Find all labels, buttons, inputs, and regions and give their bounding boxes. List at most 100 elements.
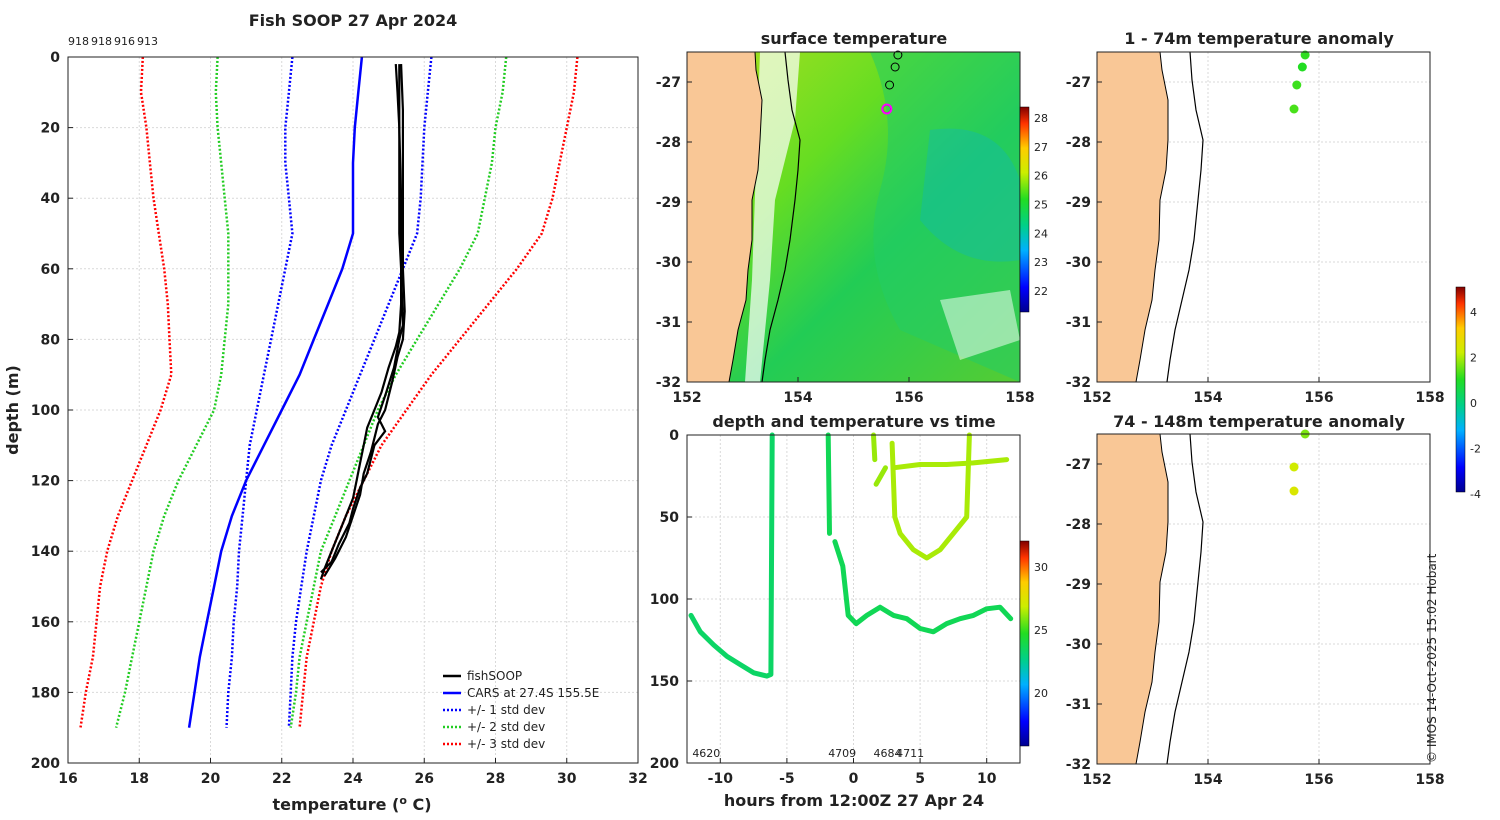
profile-xtick-label: 20 (201, 771, 221, 787)
depth-time-colorbar-label: 20 (1034, 687, 1048, 700)
depth-time-xtick-label: 0 (849, 771, 859, 787)
anomaly-74-148-axes-box (1096, 433, 1431, 765)
profile-ytick-label: 0 (50, 50, 60, 66)
a1-ytick-label: -27 (1066, 75, 1091, 91)
depth-time-track (873, 465, 888, 487)
top-label-2: 918 (91, 35, 112, 48)
a2-ytick-label: -27 (1066, 457, 1091, 473)
anomaly-74-148-isobath (1166, 434, 1204, 764)
sst-cast-marker (885, 80, 895, 90)
sst-colorbar-label: 24 (1034, 227, 1048, 240)
a1-xtick-label: 158 (1415, 390, 1444, 406)
sst-cool-core (920, 128, 1020, 262)
anomaly-colorbar-label: 0 (1470, 397, 1477, 410)
sst-colorbar-label: 26 (1034, 170, 1048, 183)
profile-title: Fish SOOP 27 Apr 2024 (249, 11, 458, 30)
profile-xlabel: temperature (o C) (272, 794, 431, 814)
profile-series--1-std (225, 56, 294, 728)
profile-ytick-label: 200 (31, 756, 60, 772)
sst-ytick-label: -32 (656, 375, 681, 391)
depth-time-xtick-label: 5 (915, 771, 925, 787)
sst-xtick-label: 152 (672, 390, 701, 406)
legend-label-std3: +/- 3 std dev (467, 737, 545, 751)
profile-series--2-std (289, 56, 508, 728)
profile-xtick-label: 16 (58, 771, 77, 787)
anomaly-74-148-panel: 74 - 148m temperature anomaly 152 154 156 1… (1066, 286, 1481, 788)
sst-colorbar-label: 25 (1034, 199, 1048, 212)
profile-ytick-label: 20 (41, 121, 61, 137)
depth-time-ytick-label: 150 (650, 674, 679, 690)
a2-xtick-label: 152 (1082, 772, 1111, 788)
a1-ytick-label: -29 (1066, 195, 1091, 211)
anomaly-colorbar-label: -2 (1470, 443, 1481, 456)
depth-time-title: depth and temperature vs time (712, 412, 995, 431)
anomaly-1-74-land (1097, 52, 1169, 382)
sst-ytick-label: -27 (656, 75, 681, 91)
top-label-3: 916 (114, 35, 135, 48)
sst-colorbar-label: 28 (1034, 112, 1048, 125)
depth-time-track (891, 457, 1010, 471)
depth-time-panel: depth and temperature vs time -10 -5 0 5 10 … (650, 412, 1048, 810)
a1-anomaly-point (1292, 80, 1302, 90)
anomaly-1-74-axes-box (1096, 51, 1431, 383)
sst-xtick-label: 156 (894, 390, 923, 406)
profile-series--3-std (79, 56, 173, 728)
sst-colorbar-label: 27 (1034, 141, 1048, 154)
anomaly-1-74-isobath (1166, 52, 1204, 382)
legend-label-fishsoop: fishSOOP (467, 669, 522, 683)
depth-time-track (825, 432, 832, 536)
sst-ytick-label: -28 (656, 135, 681, 151)
depth-time-colorbar (1019, 540, 1030, 747)
anomaly-colorbar-label: 4 (1470, 306, 1477, 319)
depth-time-xtick-label: -10 (708, 771, 734, 787)
sst-xtick-label: 154 (783, 390, 812, 406)
sst-colorbar (1019, 106, 1030, 313)
sst-colorbar-label: 22 (1034, 285, 1048, 298)
a1-xtick-label: 154 (1193, 390, 1222, 406)
sst-cloud-mask-2 (940, 290, 1020, 360)
sst-title: surface temperature (761, 29, 948, 48)
depth-time-track (832, 539, 1014, 635)
a2-ytick-label: -28 (1066, 517, 1091, 533)
depth-time-track (871, 432, 878, 463)
anomaly-1-74-title: 1 - 74m temperature anomaly (1124, 29, 1394, 48)
legend-label-std2: +/- 2 std dev (467, 720, 545, 734)
legend-label-cars: CARS at 27.4S 155.5E (467, 686, 599, 700)
sst-colorbar-label: 23 (1034, 256, 1048, 269)
profile-series-fishsoop-cast-2 (323, 64, 406, 577)
profile-series-fishsoop (319, 64, 403, 580)
profile-series--2-std (114, 56, 230, 729)
a2-ytick-label: -32 (1066, 757, 1091, 773)
top-labels: 918 918 916 913 (68, 35, 158, 48)
depth-time-cast-label: 4620 (692, 747, 720, 760)
top-label-4: 913 (137, 35, 158, 48)
a2-xtick-label: 156 (1304, 772, 1333, 788)
profile-ytick-label: 40 (41, 191, 61, 207)
profile-series--3-std (298, 56, 579, 728)
depth-time-track (688, 432, 775, 679)
depth-time-xlabel: hours from 12:00Z 27 Apr 24 (724, 791, 984, 810)
a2-ytick-label: -29 (1066, 577, 1091, 593)
profile-ytick-label: 180 (31, 685, 60, 701)
profile-series-fishsoop-cast-3 (320, 64, 405, 574)
a2-anomaly-point (1289, 486, 1299, 496)
a1-ytick-label: -30 (1066, 255, 1092, 271)
depth-time-xtick-label: 10 (977, 771, 997, 787)
profile-series-cars-at-27-4s-155-5e (187, 56, 364, 728)
sst-ytick-label: -29 (656, 195, 681, 211)
depth-time-xtick-label: -5 (779, 771, 795, 787)
anomaly-1-74-panel: 1 - 74m temperature anomaly 152 154 156 158… (1066, 29, 1445, 406)
a1-ytick-label: -31 (1066, 315, 1091, 331)
profile-ytick-label: 100 (31, 403, 60, 419)
depth-time-ytick-label: 100 (650, 592, 679, 608)
a1-ytick-label: -28 (1066, 135, 1091, 151)
depth-time-ytick-label: 0 (669, 428, 679, 444)
sst-land (687, 52, 763, 382)
anomaly-colorbar (1455, 286, 1466, 493)
a1-anomaly-point (1289, 104, 1299, 114)
sst-ytick-label: -31 (656, 315, 681, 331)
depth-time-cast-label: 4711 (896, 747, 924, 760)
a1-xtick-label: 152 (1082, 390, 1111, 406)
profile-ytick-label: 160 (31, 615, 60, 631)
